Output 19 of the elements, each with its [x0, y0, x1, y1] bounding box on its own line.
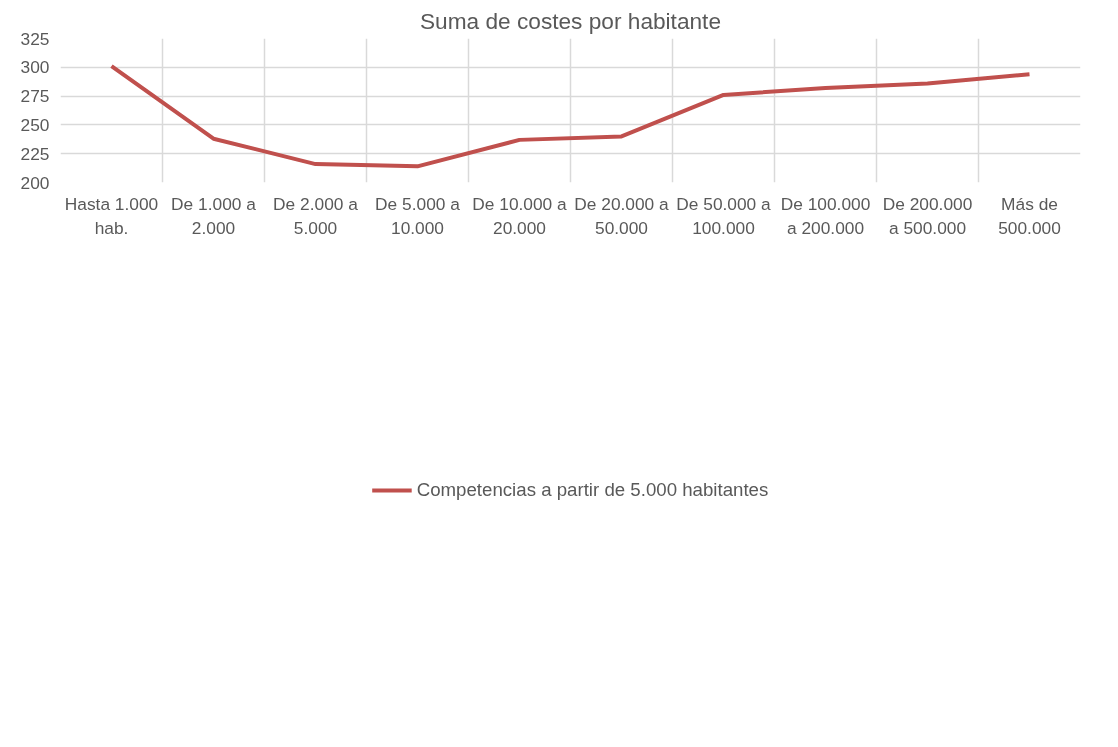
- x-tick-label: De 2.000 a 5.000: [273, 193, 359, 238]
- x-tick-label: De 20.000 a 50.000: [574, 193, 670, 238]
- x-tick-label: De 200.000 a 500.000: [882, 193, 973, 238]
- x-tick-label: De 1.000 a 2.000: [171, 193, 257, 238]
- x-tick-label: De 50.000 a 100.000: [676, 193, 772, 238]
- x-tick-label: De 5.000 a 10.000: [375, 193, 461, 238]
- x-tick-label: De 100.000 a 200.000: [780, 193, 871, 238]
- y-tick-label: 275: [20, 86, 50, 107]
- y-tick-label: 250: [20, 114, 50, 135]
- y-tick-label: 225: [20, 143, 50, 164]
- y-tick-label: 300: [20, 57, 50, 78]
- legend-label: Competencias a partir de 5.000 habitantes: [416, 479, 769, 501]
- y-tick-label: 325: [20, 28, 50, 49]
- line-series: [109, 64, 1032, 169]
- chart-title: Suma de costes por habitante: [419, 7, 722, 34]
- x-tick-label: Hasta 1.000 hab.: [64, 193, 159, 238]
- y-tick-label: 200: [20, 172, 50, 193]
- x-tick-label: De 10.000 a 20.000: [472, 193, 568, 238]
- x-tick-label: Más de 500.000: [998, 193, 1061, 238]
